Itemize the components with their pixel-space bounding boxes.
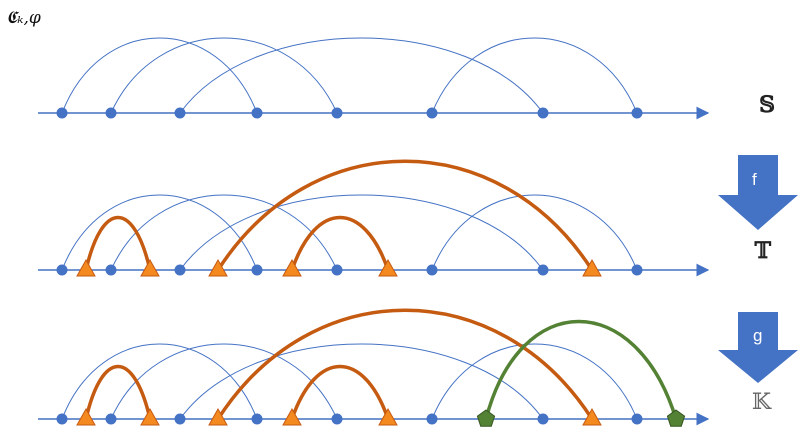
base-node [56, 107, 68, 119]
orange-triangle-node [378, 407, 398, 426]
green-pentagon-node [476, 409, 496, 427]
base-arc [61, 343, 258, 420]
base-arc [431, 37, 638, 114]
row-label-s: 𝕊 [759, 92, 775, 118]
green-arc [484, 319, 678, 420]
orange-triangle-node [208, 407, 228, 426]
orange-arc [84, 215, 152, 271]
orange-triangle-node [140, 258, 160, 277]
base-node [105, 413, 117, 425]
orange-triangle-node [378, 258, 398, 277]
base-arc [179, 194, 544, 271]
base-arc [431, 194, 638, 271]
orange-triangle-node [582, 258, 602, 277]
orange-triangle-node [282, 407, 302, 426]
row-label-t: 𝕋 [754, 238, 771, 264]
row-label-k: 𝕂 [751, 390, 771, 415]
base-node [174, 413, 186, 425]
orange-arc [290, 364, 390, 420]
base-arc [110, 343, 338, 420]
orange-triangle-node [76, 258, 96, 277]
base-node [105, 264, 117, 276]
base-node [426, 264, 438, 276]
base-arc [179, 343, 544, 420]
base-node [537, 264, 549, 276]
base-arc [110, 37, 338, 114]
base-node [631, 264, 643, 276]
f-arrow [718, 155, 798, 230]
base-node [537, 413, 549, 425]
orange-triangle-node [208, 258, 228, 277]
base-node [426, 107, 438, 119]
row-s [38, 37, 710, 120]
base-node [251, 413, 263, 425]
base-arc [61, 37, 258, 114]
orange-arc [216, 308, 594, 420]
orange-arc [216, 159, 594, 271]
base-arc [179, 37, 544, 114]
base-node [631, 107, 643, 119]
arrow-label-g: g [753, 326, 763, 345]
base-node [105, 107, 117, 119]
base-arc [61, 194, 258, 271]
base-node [174, 107, 186, 119]
arrow-label-f: f [752, 170, 757, 189]
corner-label: 𝕮ₖ,φ [6, 8, 41, 28]
base-arc [110, 194, 338, 271]
orange-triangle-node [282, 258, 302, 277]
orange-triangle-node [140, 407, 160, 426]
transition-arrows [718, 155, 798, 383]
base-node [174, 264, 186, 276]
green-pentagon-node [666, 409, 686, 427]
orange-triangle-node [582, 407, 602, 426]
orange-arc [84, 364, 152, 420]
row-k [38, 308, 710, 427]
base-node [251, 107, 263, 119]
base-node [537, 107, 549, 119]
orange-triangle-node [76, 407, 96, 426]
g-arrow [718, 312, 798, 383]
base-node [331, 264, 343, 276]
base-node [331, 413, 343, 425]
base-node [426, 413, 438, 425]
base-node [631, 413, 643, 425]
base-node [251, 264, 263, 276]
base-node [331, 107, 343, 119]
row-t [38, 159, 710, 277]
orange-arc [290, 215, 390, 271]
base-node [56, 413, 68, 425]
base-node [56, 264, 68, 276]
base-arc [431, 343, 638, 420]
